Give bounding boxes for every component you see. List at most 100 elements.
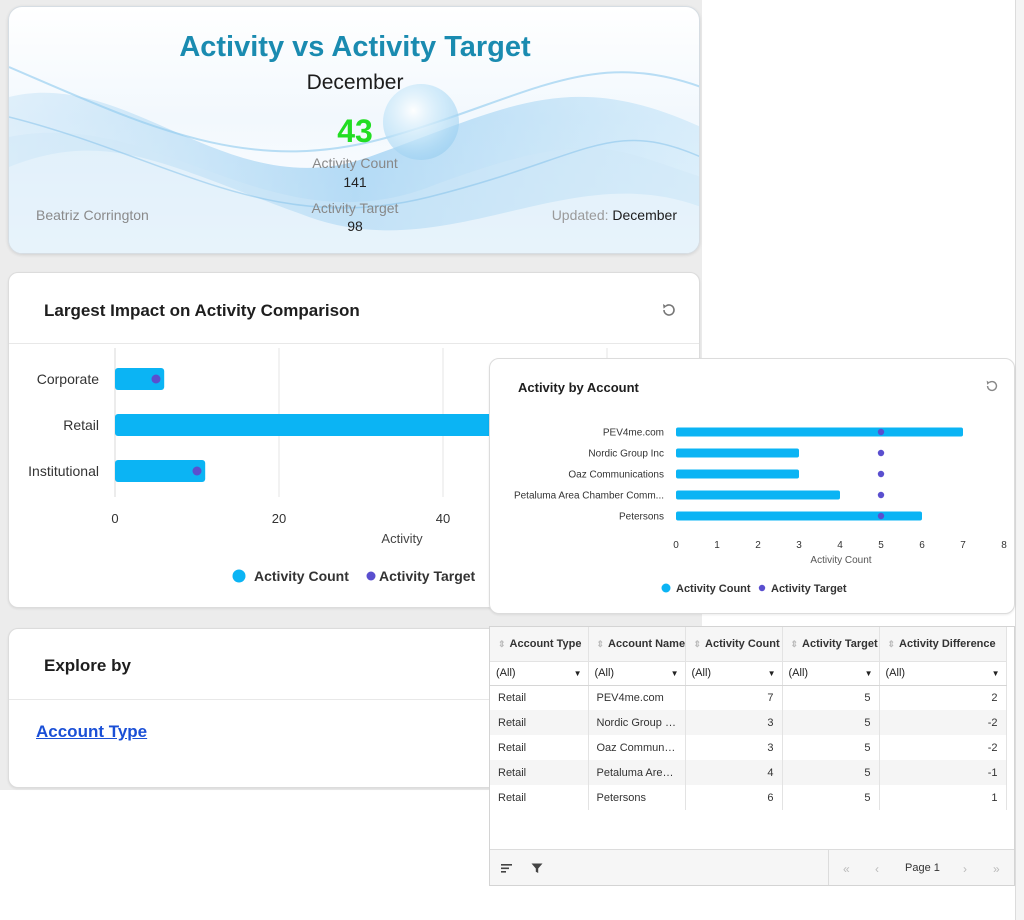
activity-difference-value: 43 xyxy=(337,113,373,149)
next-page-button[interactable]: › xyxy=(963,862,967,876)
table-cell: 5 xyxy=(782,785,880,810)
column-header[interactable]: ⇕ Activity Target xyxy=(782,627,880,662)
x-axis-label: Activity Count xyxy=(810,555,871,566)
filter-select[interactable]: (All) ▼ xyxy=(886,667,1000,679)
table-cell: Oaz Communi… xyxy=(588,735,686,760)
refresh-icon[interactable] xyxy=(660,301,678,319)
y-category-label: Petaluma Area Chamber Comm... xyxy=(514,491,664,502)
activity-by-account-card: Activity by Account PEV4me.com Nordic Gro… xyxy=(489,358,1015,614)
chevron-down-icon[interactable]: ▼ xyxy=(991,668,1000,678)
activity-by-account-title: Activity by Account xyxy=(518,380,639,395)
column-filter: (All) ▼ xyxy=(879,661,1007,686)
table-row[interactable]: Retail Nordic Group Inc 3 5 -2 xyxy=(490,710,1007,735)
activity-target-point[interactable] xyxy=(877,470,885,478)
x-tick-label: 4 xyxy=(837,540,843,551)
chevron-down-icon[interactable]: ▼ xyxy=(670,668,679,678)
legend-label-activity-count[interactable]: Activity Count xyxy=(254,568,349,584)
data-table: ⇕ Account Type ⇕ Account Name ⇕ Activity Coun… xyxy=(490,627,1007,810)
sort-icon[interactable]: ⇕ xyxy=(693,638,702,649)
activity-count-bar[interactable] xyxy=(115,460,206,482)
activity-target-label: Activity Target xyxy=(311,200,399,216)
filter-icon[interactable] xyxy=(530,861,544,875)
legend-label-activity-target[interactable]: Activity Target xyxy=(379,568,476,584)
column-header[interactable]: ⇕ Account Type xyxy=(490,627,589,662)
explore-account-type-link[interactable]: Account Type xyxy=(36,722,148,741)
table-cell: Retail xyxy=(490,685,589,710)
table-cell: -2 xyxy=(879,735,1007,760)
activity-count-bar[interactable] xyxy=(676,469,799,479)
filter-select[interactable]: (All) ▼ xyxy=(595,667,679,679)
table-cell: Nordic Group Inc xyxy=(588,710,686,735)
column-header[interactable]: ⇕ Activity Count xyxy=(685,627,783,662)
chevron-down-icon[interactable]: ▼ xyxy=(864,668,873,678)
activity-target-point[interactable] xyxy=(877,491,885,499)
account-data-grid: ⇕ Account Type ⇕ Account Name ⇕ Activity Coun… xyxy=(489,626,1015,886)
activity-count-bar[interactable] xyxy=(676,427,963,437)
chevron-down-icon[interactable]: ▼ xyxy=(573,668,582,678)
column-filter: (All) ▼ xyxy=(782,661,880,686)
columns-icon[interactable] xyxy=(500,861,514,875)
activity-count-bar[interactable] xyxy=(676,490,840,500)
summary-header-card: Activity vs Activity Target December 43 … xyxy=(8,6,700,254)
legend-label-activity-target[interactable]: Activity Target xyxy=(771,583,847,595)
x-tick-label: 0 xyxy=(673,540,679,551)
activity-target-point[interactable] xyxy=(877,428,885,436)
table-cell: 2 xyxy=(879,685,1007,710)
filter-select[interactable]: (All) ▼ xyxy=(496,667,582,679)
column-header[interactable]: ⇕ Activity Difference xyxy=(879,627,1007,662)
window-edge xyxy=(1015,0,1024,920)
activity-count-bar[interactable] xyxy=(676,511,922,521)
table-row[interactable]: Retail PEV4me.com 7 5 2 xyxy=(490,685,1007,710)
y-category-label: Corporate xyxy=(37,371,99,387)
largest-impact-title: Largest Impact on Activity Comparison xyxy=(44,301,360,320)
column-filter: (All) ▼ xyxy=(490,661,589,686)
filter-value: (All) xyxy=(691,667,712,679)
activity-target-value: 98 xyxy=(347,218,363,234)
activity-target-point[interactable] xyxy=(192,466,202,476)
table-row[interactable]: Retail Oaz Communi… 3 5 -2 xyxy=(490,735,1007,760)
table-cell: Petersons xyxy=(588,785,686,810)
table-cell: PEV4me.com xyxy=(588,685,686,710)
x-tick-label: 8 xyxy=(1001,540,1007,551)
grid-footer: « ‹ Page 1 › » xyxy=(490,849,1014,885)
table-row[interactable]: Retail Petersons 6 5 1 xyxy=(490,785,1007,810)
filter-select[interactable]: (All) ▼ xyxy=(692,667,776,679)
table-row[interactable]: Retail Petaluma Area… 4 5 -1 xyxy=(490,760,1007,785)
legend-marker-activity-target xyxy=(366,571,376,581)
refresh-icon[interactable] xyxy=(984,378,1000,394)
legend-label-activity-count[interactable]: Activity Count xyxy=(676,583,751,595)
activity-target-point[interactable] xyxy=(151,374,161,384)
first-page-button[interactable]: « xyxy=(843,862,850,876)
sort-icon[interactable]: ⇕ xyxy=(498,638,506,649)
sort-icon[interactable]: ⇕ xyxy=(790,638,799,649)
column-header-label: Activity Count xyxy=(705,637,780,650)
chevron-down-icon[interactable]: ▼ xyxy=(767,668,776,678)
table-cell: 5 xyxy=(782,735,880,760)
activity-count-bar[interactable] xyxy=(676,448,799,458)
table-cell: Retail xyxy=(490,735,589,760)
table-cell: Retail xyxy=(490,760,589,785)
last-page-button[interactable]: » xyxy=(993,862,1000,876)
prev-page-button[interactable]: ‹ xyxy=(875,862,879,876)
column-filter: (All) ▼ xyxy=(588,661,686,686)
activity-target-point[interactable] xyxy=(877,449,885,457)
sort-icon[interactable]: ⇕ xyxy=(887,638,896,649)
pagination: « ‹ Page 1 › » xyxy=(828,850,1014,885)
filter-value: (All) xyxy=(496,667,516,679)
column-header[interactable]: ⇕ Account Name xyxy=(588,627,686,662)
legend-marker-activity-count xyxy=(232,569,246,583)
column-header-label: Account Type xyxy=(509,637,582,650)
y-category-label: Retail xyxy=(63,417,99,433)
updated-value: December xyxy=(612,207,677,223)
activity-count-value: 141 xyxy=(343,174,367,190)
y-category-label: PEV4me.com xyxy=(603,428,664,439)
sort-icon[interactable]: ⇕ xyxy=(596,638,605,649)
x-tick-label: 6 xyxy=(919,540,925,551)
activity-count-bar[interactable] xyxy=(115,368,165,390)
legend-marker-activity-target xyxy=(758,584,766,592)
activity-target-point[interactable] xyxy=(877,512,885,520)
x-tick-label: 5 xyxy=(878,540,884,551)
page-label: Page 1 xyxy=(905,862,940,874)
filter-select[interactable]: (All) ▼ xyxy=(789,667,873,679)
table-cell: 4 xyxy=(685,760,783,785)
